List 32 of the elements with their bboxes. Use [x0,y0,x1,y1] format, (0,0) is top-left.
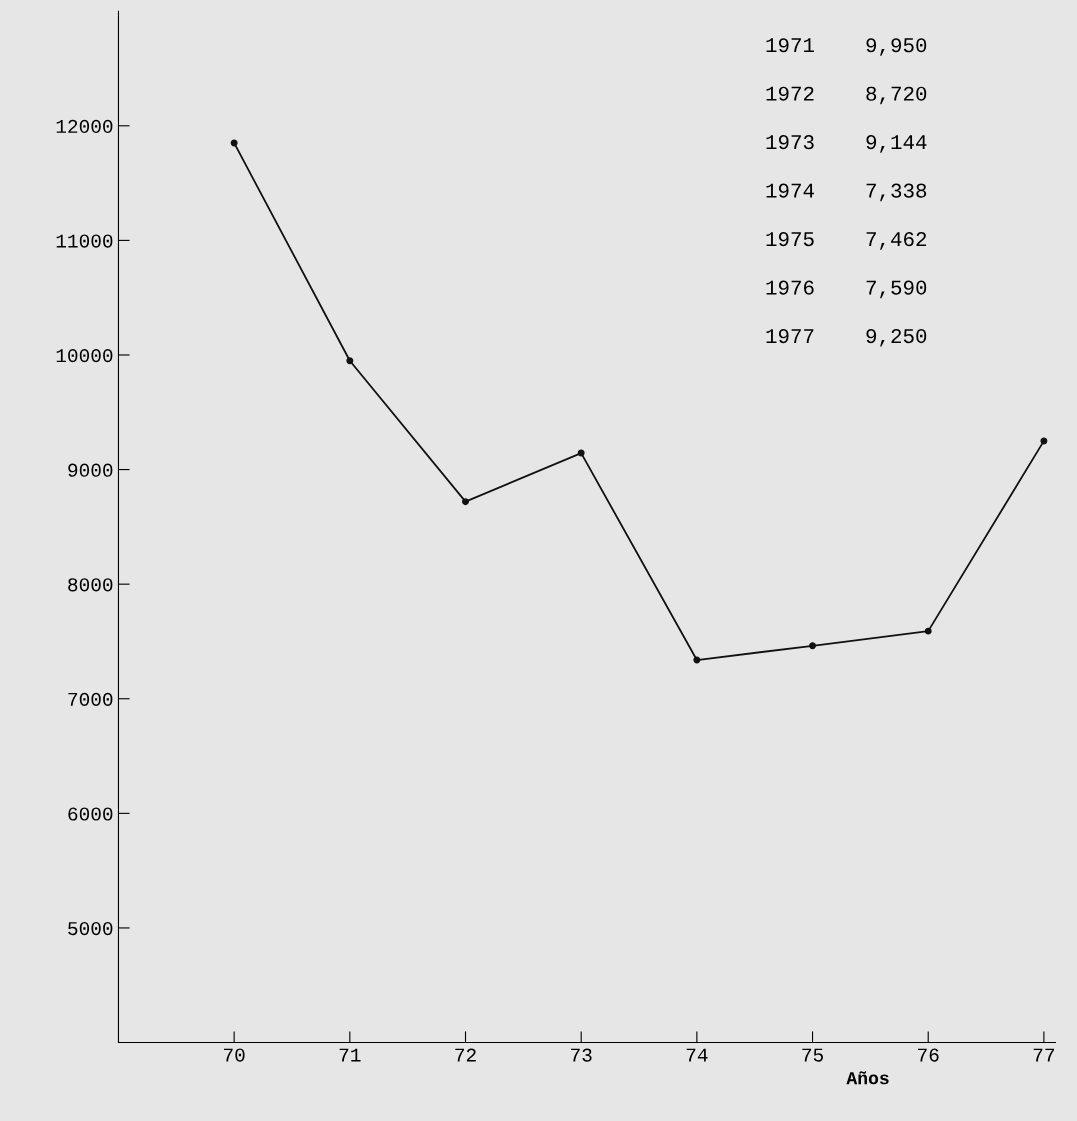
y-tick-label: 12000 [56,119,113,134]
x-tick-label: 74 [686,1048,708,1062]
point [462,498,469,506]
y-tick-label: 7000 [68,692,113,706]
x-tick-label: 71 [339,1048,361,1062]
x-axis-title: Años [846,1071,889,1085]
annotation: 1971 9,950 [766,38,927,56]
x-tick-label: 73 [571,1048,592,1062]
x-tick-label: 72 [455,1048,476,1062]
annotation: 1976 7,590 [766,280,927,299]
point [809,642,817,650]
annotation: 1972 8,720 [766,86,927,105]
x-tick-label: 76 [918,1048,939,1062]
x-tick-label: 75 [802,1048,823,1062]
point [693,656,701,664]
annotation: 1973 9,144 [766,135,927,153]
annotation: 1974 7,338 [766,183,927,202]
y-tick-label: 9000 [68,463,113,477]
point [577,449,585,457]
point [346,357,354,365]
x-tick-label: 70 [223,1048,245,1062]
annotation: 1975 7,462 [766,232,927,250]
point [924,627,932,635]
y-tick-label: 6000 [68,807,113,821]
annotation: 1977 9,250 [766,328,927,347]
y-tick-label: 8000 [68,578,113,592]
y-tick-label: 5000 [68,921,113,936]
point [1040,437,1048,445]
x-tick-label: 77 [1033,1048,1055,1062]
point [230,139,238,147]
y-tick-label: 10000 [56,349,113,363]
y-tick-label: 11000 [56,234,113,248]
